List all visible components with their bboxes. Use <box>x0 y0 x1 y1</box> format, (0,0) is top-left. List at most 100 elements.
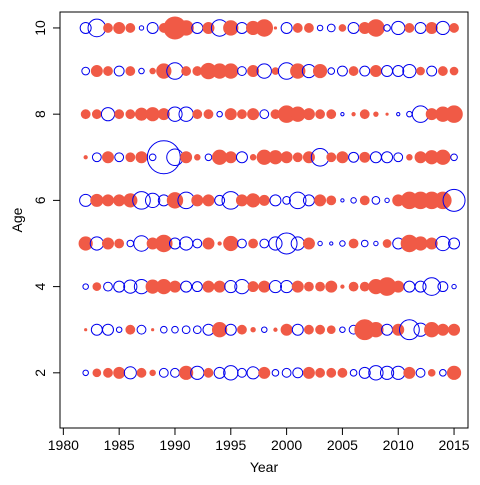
positive-bubble <box>224 151 237 164</box>
negative-bubble <box>269 194 282 207</box>
positive-bubble <box>223 235 239 252</box>
negative-bubble <box>369 151 382 164</box>
negative-bubble <box>280 280 294 294</box>
negative-bubble <box>160 325 168 334</box>
positive-bubble <box>302 366 315 379</box>
positive-bubble <box>102 237 114 250</box>
negative-bubble <box>442 188 466 212</box>
positive-bubble <box>406 154 413 161</box>
positive-bubble <box>280 323 293 336</box>
negative-bubble <box>246 366 260 380</box>
negative-bubble <box>402 63 417 79</box>
negative-bubble <box>450 153 458 162</box>
positive-bubble <box>237 324 247 335</box>
negative-bubble <box>349 369 358 377</box>
negative-bubble <box>359 65 371 77</box>
negative-bubble <box>415 367 426 378</box>
positive-bubble <box>271 67 280 75</box>
positive-bubble <box>268 150 283 165</box>
positive-bubble <box>203 367 214 378</box>
positive-bubble <box>359 195 370 206</box>
positive-bubble <box>326 367 337 378</box>
negative-bubble <box>435 20 450 36</box>
x-tick-label: 1995 <box>215 437 246 453</box>
negative-bubble <box>282 196 291 205</box>
positive-bubble <box>250 327 256 333</box>
negative-bubble <box>259 109 270 120</box>
negative-bubble <box>327 67 336 75</box>
positive-bubble <box>149 369 156 377</box>
negative-bubble <box>289 191 307 210</box>
positive-bubble <box>413 236 428 251</box>
positive-bubble <box>448 323 461 336</box>
positive-bubble <box>157 108 170 121</box>
positive-bubble <box>113 366 126 379</box>
positive-bubble <box>217 241 222 246</box>
negative-bubble <box>414 280 427 293</box>
positive-bubble <box>436 323 449 336</box>
positive-bubble <box>103 66 113 76</box>
negative-bubble <box>82 369 89 377</box>
positive-bubble <box>368 322 384 338</box>
negative-bubble <box>350 197 357 204</box>
positive-bubble <box>446 365 462 380</box>
x-tick-label: 2005 <box>327 437 358 453</box>
negative-bubble <box>268 236 283 251</box>
positive-bubble <box>83 155 88 160</box>
negative-bubble <box>256 63 272 79</box>
plot-frame <box>59 11 469 429</box>
positive-bubble <box>292 23 303 33</box>
negative-bubble <box>326 23 336 33</box>
negative-bubble <box>113 280 126 293</box>
positive-bubble <box>92 368 102 378</box>
x-axis-label: Year <box>250 459 279 475</box>
positive-bubble <box>304 281 314 292</box>
negative-bubble <box>102 323 114 336</box>
negative-bubble <box>214 194 226 206</box>
positive-bubble <box>314 194 327 207</box>
negative-bubble <box>275 232 298 255</box>
negative-bubble <box>79 193 93 207</box>
positive-bubble <box>180 151 193 164</box>
y-tick-label: 8 <box>32 110 48 118</box>
negative-bubble <box>384 197 390 204</box>
negative-bubble <box>91 152 102 163</box>
positive-bubble <box>302 151 315 164</box>
positive-bubble <box>235 194 248 207</box>
negative-bubble <box>235 151 248 164</box>
positive-bubble <box>155 234 173 253</box>
x-tick-label: 2010 <box>383 437 414 453</box>
positive-bubble <box>125 66 136 76</box>
negative-bubble <box>339 240 346 247</box>
negative-bubble <box>451 283 457 290</box>
negative-bubble <box>379 365 395 380</box>
positive-bubble <box>114 109 125 120</box>
negative-bubble <box>171 325 179 334</box>
negative-bubble <box>435 235 451 252</box>
negative-bubble <box>158 367 169 378</box>
positive-bubble <box>135 151 148 164</box>
positive-bubble <box>424 322 440 338</box>
positive-bubble <box>192 109 203 120</box>
negative-bubble <box>392 65 405 78</box>
positive-bubble <box>315 367 325 378</box>
negative-bubble <box>223 365 239 381</box>
negative-bubble <box>170 367 180 378</box>
positive-bubble <box>338 24 347 32</box>
positive-bubble <box>326 109 337 120</box>
negative-bubble <box>292 367 304 379</box>
positive-bubble <box>427 369 436 377</box>
negative-bubble <box>180 280 193 293</box>
positive-bubble <box>437 66 448 76</box>
negative-bubble <box>224 323 237 336</box>
positive-bubble <box>435 149 451 165</box>
positive-bubble <box>145 107 160 122</box>
positive-bubble <box>336 151 349 164</box>
negative-bubble <box>82 283 89 290</box>
positive-bubble <box>249 154 257 161</box>
negative-bubble <box>383 24 391 32</box>
negative-bubble <box>280 21 293 34</box>
positive-bubble <box>290 63 306 79</box>
positive-bubble <box>348 238 359 249</box>
negative-bubble <box>146 21 159 34</box>
